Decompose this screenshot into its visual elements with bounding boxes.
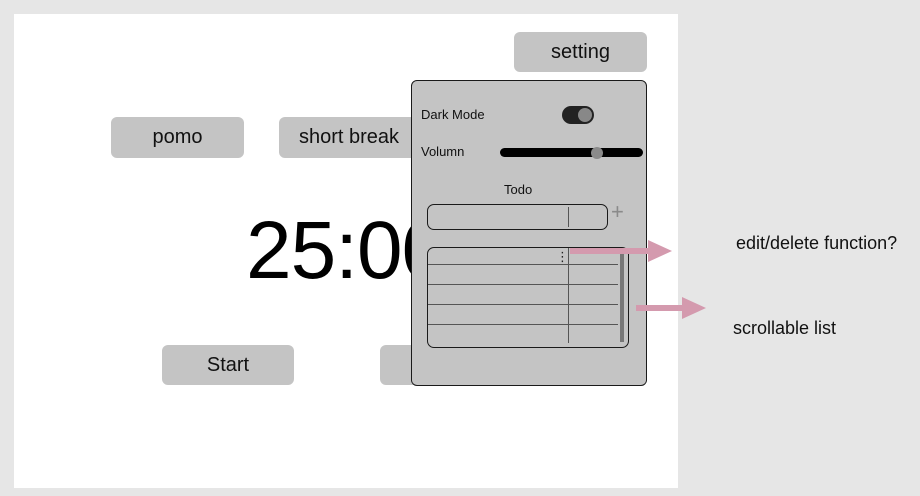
list-row-divider xyxy=(428,264,618,265)
slider-thumb[interactable] xyxy=(591,146,604,159)
edit-delete-note: edit/delete function? xyxy=(736,233,898,253)
list-row-divider xyxy=(428,284,618,285)
input-divider xyxy=(568,207,569,227)
volume-slider[interactable] xyxy=(500,146,643,159)
todo-list[interactable]: ⋮ xyxy=(427,247,629,348)
plus-icon[interactable]: + xyxy=(611,199,624,224)
volume-label: Volumn xyxy=(421,144,465,159)
setting-button[interactable]: setting xyxy=(514,32,647,72)
scroll-arrow xyxy=(636,297,706,319)
todo-input[interactable] xyxy=(427,204,608,230)
start-button[interactable]: Start xyxy=(162,345,294,385)
arrow-icon xyxy=(570,240,672,262)
list-row-divider xyxy=(428,324,618,325)
short-break-button[interactable]: short break xyxy=(279,117,419,158)
list-row-divider xyxy=(428,304,618,305)
list-scrollbar[interactable] xyxy=(620,250,624,342)
edit-arrow xyxy=(570,240,672,262)
more-options-icon[interactable]: ⋮ xyxy=(556,249,569,264)
arrow-icon xyxy=(636,297,706,319)
dark-mode-toggle[interactable] xyxy=(562,106,594,124)
settings-panel: Dark Mode Volumn Todo + ⋮ xyxy=(411,80,647,386)
list-column-divider xyxy=(568,248,569,343)
toggle-knob xyxy=(578,108,592,122)
dark-mode-label: Dark Mode xyxy=(421,107,485,122)
pomo-button[interactable]: pomo xyxy=(111,117,244,158)
todo-title: Todo xyxy=(504,182,533,197)
scrollable-note: scrollable list xyxy=(733,318,837,338)
